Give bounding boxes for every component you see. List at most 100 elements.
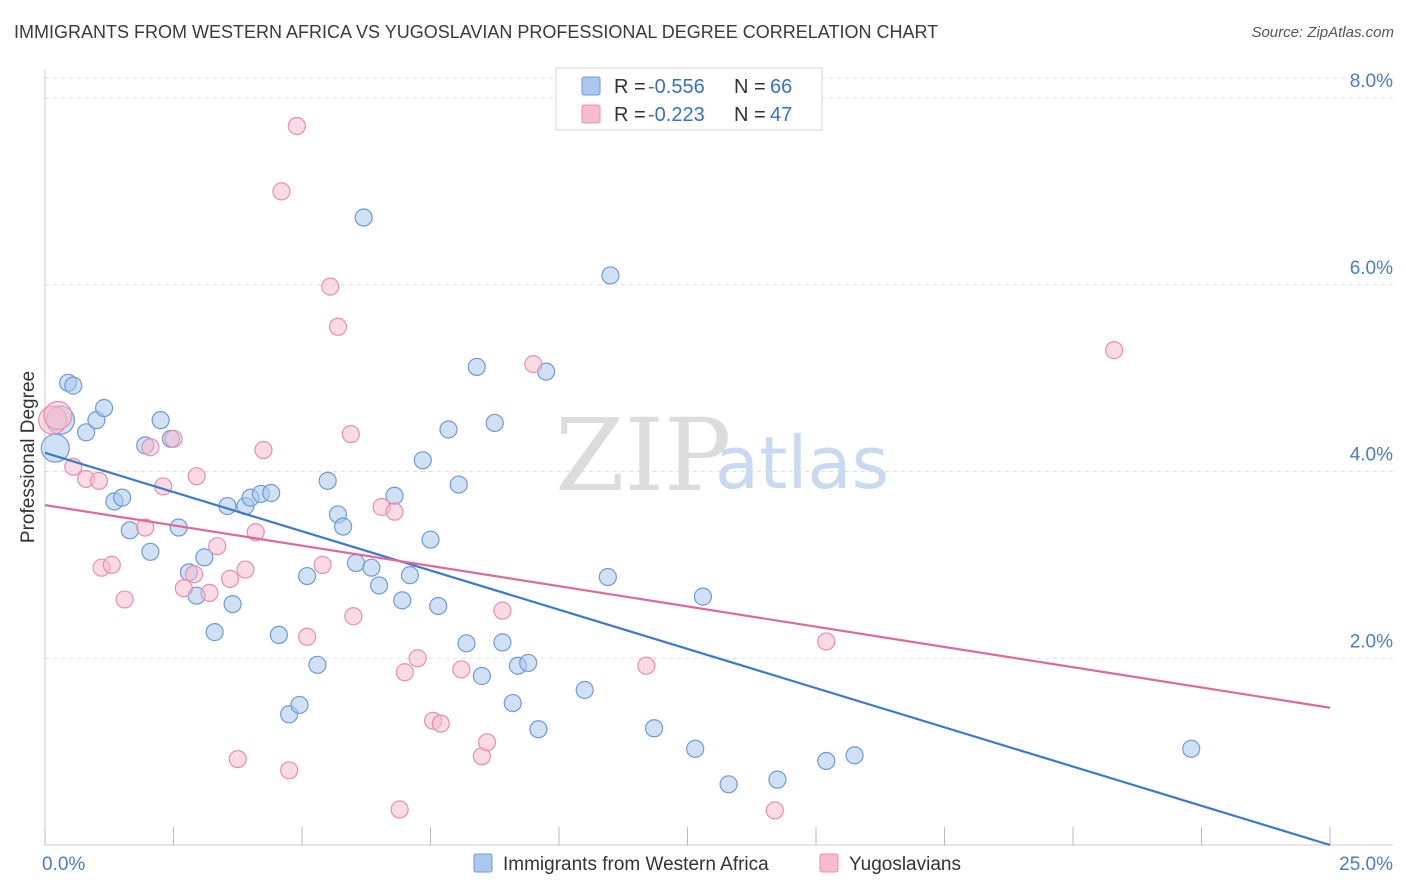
watermark: ZIP atlas [555,397,889,514]
series-legend: Immigrants from Western Africa Yugoslavia… [473,853,961,875]
data-point [346,553,366,573]
bottom-legend-label-pink: Yugoslavians [849,854,961,875]
data-point [1182,739,1201,758]
x-tick-label-0: 0.0% [42,854,85,875]
data-point [246,523,265,542]
data-point [313,555,332,574]
chart-source: Source: ZipAtlas.com [1251,24,1394,41]
data-point [400,566,420,585]
chart-title: IMMIGRANTS FROM WESTERN AFRICA VS YUGOSL… [14,22,939,42]
data-point [519,653,538,673]
y-tick-label-0: 2.0% [1350,631,1393,652]
data-point [719,775,738,794]
trend-lines [44,451,1331,847]
data-point [686,739,705,758]
data-point [174,579,193,598]
stats-legend: R = -0.556 N = 66 R = -0.223 N = 47 [555,67,823,131]
data-point [817,751,836,771]
data-point [344,607,363,626]
data-point [298,566,317,586]
data-point [43,400,73,431]
legend-r-value: -0.556 [648,76,705,98]
data-point [845,746,864,765]
data-point [77,423,96,442]
data-point [429,596,448,616]
data-point [280,761,299,780]
watermark-zip: ZIP [555,397,731,514]
data-point [95,398,114,418]
data-point [220,569,240,588]
data-point [228,749,247,769]
data-point [120,521,139,540]
legend-r-value: -0.223 [648,104,705,126]
data-point [184,565,204,584]
data-point [262,483,281,503]
data-point [637,656,656,675]
data-point [164,429,183,448]
data-point [102,555,121,574]
data-point [644,719,664,738]
data-point [236,560,255,579]
data-point [112,488,132,507]
legend-swatch-pink [581,104,601,124]
data-point [493,633,512,652]
data-point [64,376,83,395]
y-tick-label-2: 6.0% [1350,258,1393,279]
data-point [439,420,458,439]
data-point [195,548,214,567]
data-point [385,502,404,521]
data-point [141,438,160,457]
data-point [485,413,504,433]
legend-n-value: 66 [770,76,792,98]
data-point [298,627,317,646]
legend-n-label: N = [734,76,766,98]
series-immigrants-western-africa [40,208,1201,794]
data-point [524,355,543,374]
data-point [115,590,134,609]
data-point [269,625,288,645]
data-point [395,663,414,682]
data-point [598,567,617,587]
data-point [362,558,381,577]
legend-n-value: 47 [770,104,792,126]
data-point [370,576,389,595]
legend-r-label: R = [614,104,646,126]
legend-r-label: R = [614,76,646,98]
data-point [354,208,373,227]
data-point [452,660,471,679]
data-point [457,634,476,653]
data-point [321,277,340,296]
data-point [817,632,836,651]
data-point [765,801,784,820]
data-point [467,357,486,377]
axis-layer: 2.0% 4.0% 6.0% 8.0% 0.0% 25.0% [42,70,1393,875]
data-point [200,583,219,602]
y-axis-label: Professional Degree [18,371,39,543]
data-point [318,471,337,490]
data-point [1105,341,1124,360]
data-point [308,655,327,674]
trend-line-pink [44,504,1331,709]
data-point [287,116,306,136]
watermark-atlas: atlas [715,421,889,505]
data-point [408,649,427,668]
data-point [421,530,440,549]
data-point [393,591,412,610]
data-point [328,317,348,336]
data-point [390,800,409,819]
data-point [431,714,450,733]
data-point [290,695,309,715]
data-point [477,733,497,752]
data-point [223,594,242,614]
series-yugoslavians [38,116,1124,820]
data-point [205,623,224,642]
data-point [449,475,468,494]
data-point [208,537,227,556]
data-point [493,601,512,620]
bottom-legend-swatch-blue [473,853,493,873]
bottom-legend-swatch-pink [819,853,839,873]
data-point [187,467,206,486]
data-point [472,666,491,686]
data-point [413,451,432,470]
